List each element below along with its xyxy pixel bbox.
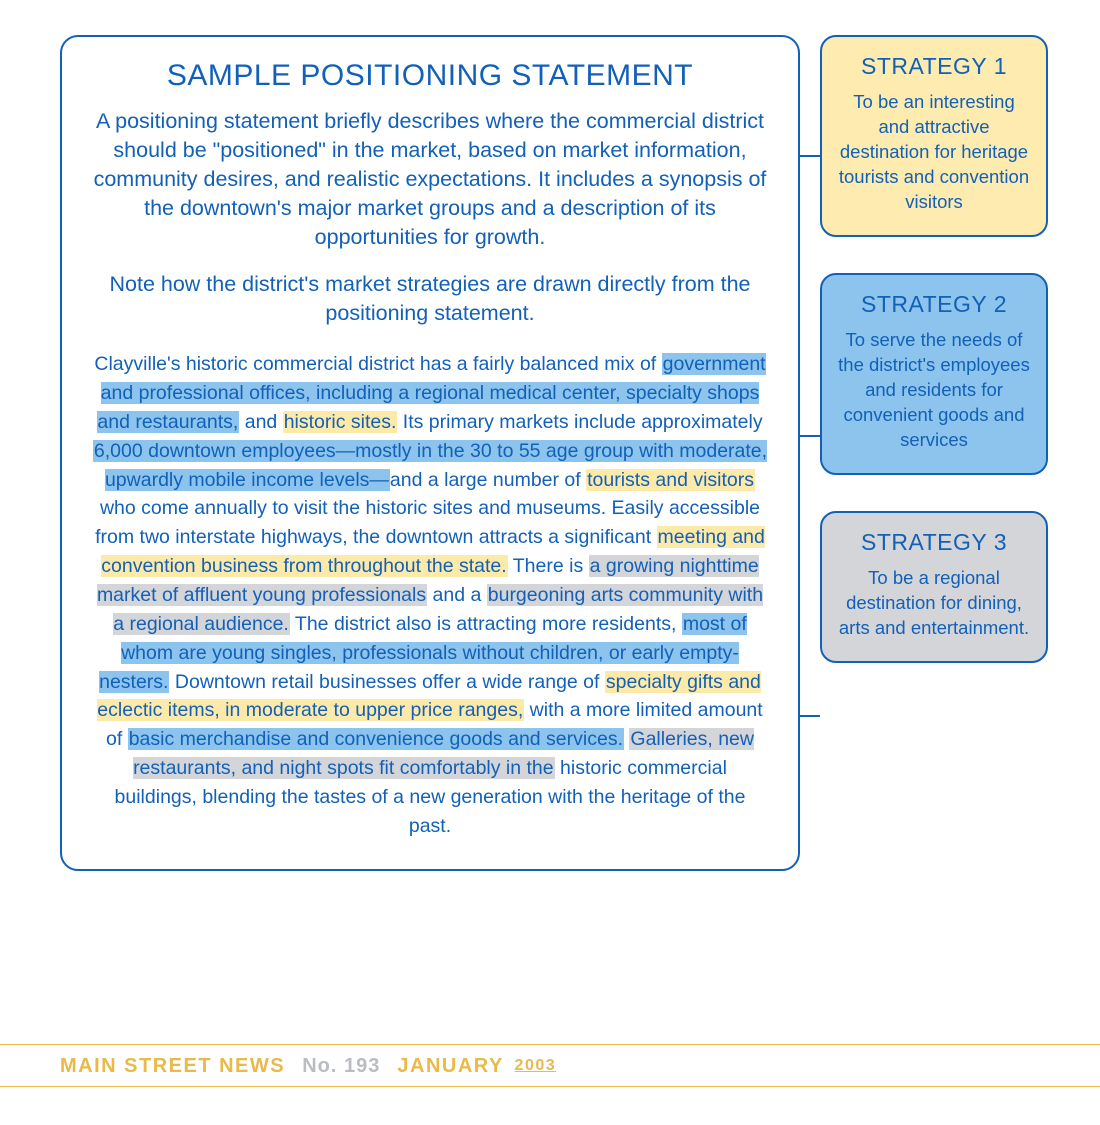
footer-month: JANUARY [397, 1055, 503, 1077]
highlight-blue: basic merchandise and convenience goods … [128, 728, 624, 750]
strategy-title: STRATEGY 1 [836, 53, 1032, 80]
strategy-box-2: STRATEGY 2 To serve the needs of the dis… [820, 273, 1048, 475]
intro-paragraph: A positioning statement briefly describe… [92, 107, 768, 252]
panel-title: SAMPLE POSITIONING STATEMENT [92, 59, 768, 93]
highlight-blue: government and professional offices, inc… [97, 353, 765, 433]
strategy-body: To serve the needs of the district's emp… [836, 328, 1032, 453]
strategy-body: To be a regional destination for dining,… [836, 566, 1032, 641]
highlight-yellow: specialty gifts and eclectic items, in m… [97, 671, 761, 722]
footer-line: MAIN STREET NEWS No. 193 JANUARY 2003 [60, 1055, 1040, 1078]
strategy-body: To be an interesting and attractive dest… [836, 90, 1032, 215]
highlight-yellow: historic sites. [283, 411, 398, 433]
footer-issue: No. 193 [302, 1055, 380, 1077]
strategy-title: STRATEGY 2 [836, 291, 1032, 318]
page-footer: MAIN STREET NEWS No. 193 JANUARY 2003 [0, 1044, 1100, 1087]
strategy-box-1: STRATEGY 1 To be an interesting and attr… [820, 35, 1048, 237]
footer-year: 2003 [515, 1057, 557, 1074]
strategy-title: STRATEGY 3 [836, 529, 1032, 556]
body-paragraph: Clayville's historic commercial district… [92, 350, 768, 841]
connector-line [798, 435, 820, 437]
footer-publication: MAIN STREET NEWS [60, 1055, 285, 1077]
connector-line [798, 715, 820, 717]
main-panel: SAMPLE POSITIONING STATEMENT A positioni… [60, 35, 800, 871]
note-paragraph: Note how the district's market strategie… [92, 270, 768, 328]
strategy-box-3: STRATEGY 3 To be a regional destination … [820, 511, 1048, 663]
page-layout: SAMPLE POSITIONING STATEMENT A positioni… [60, 35, 1040, 871]
connector-line [798, 155, 820, 157]
strategies-column: STRATEGY 1 To be an interesting and attr… [798, 35, 1048, 699]
highlight-yellow: tourists and visitors [586, 469, 755, 491]
